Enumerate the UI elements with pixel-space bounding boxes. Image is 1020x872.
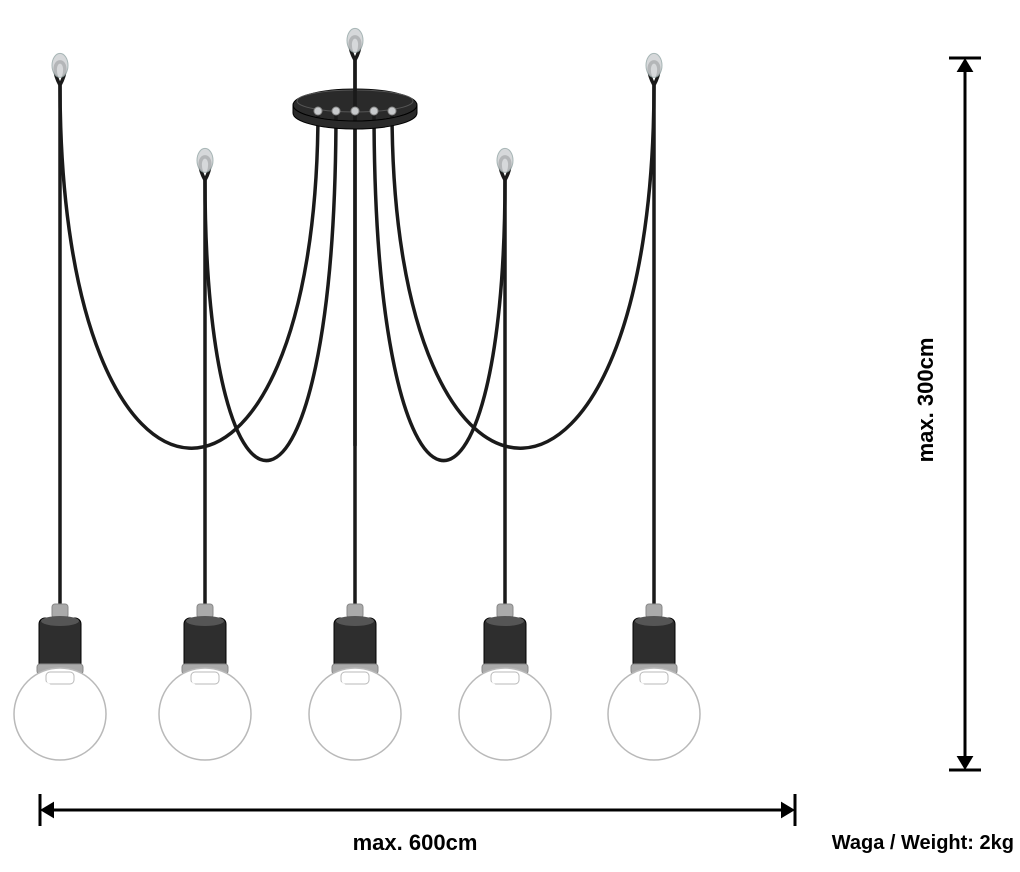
- ceiling-clip: [646, 53, 662, 77]
- cable-drop: [55, 62, 65, 618]
- strain-relief: [646, 604, 662, 618]
- width-dimension-label: max. 600cm: [353, 830, 478, 856]
- weight-label: Waga / Weight: 2kg: [832, 832, 1014, 855]
- cable-drop: [649, 62, 659, 618]
- height-dimension-label: max. 300cm: [913, 338, 939, 463]
- arrowhead: [781, 802, 795, 819]
- strain-relief: [52, 604, 68, 618]
- cable-swag: [392, 85, 654, 448]
- strain-relief: [347, 604, 363, 618]
- ceiling-clip: [347, 28, 363, 52]
- arrowhead: [957, 58, 974, 72]
- lamp-diagram-svg: [0, 0, 1020, 867]
- ceiling-clip: [497, 148, 513, 172]
- diagram-stage: max. 300cm max. 600cm Waga / Weight: 2kg: [0, 0, 1020, 867]
- cable-drop: [200, 157, 210, 618]
- strain-relief: [497, 604, 513, 618]
- arrowhead: [957, 756, 974, 770]
- strain-relief: [197, 604, 213, 618]
- cable-drop: [500, 157, 510, 618]
- cable-swag: [60, 85, 318, 448]
- ceiling-clip: [197, 148, 213, 172]
- ceiling-clip: [52, 53, 68, 77]
- arrowhead: [40, 802, 54, 819]
